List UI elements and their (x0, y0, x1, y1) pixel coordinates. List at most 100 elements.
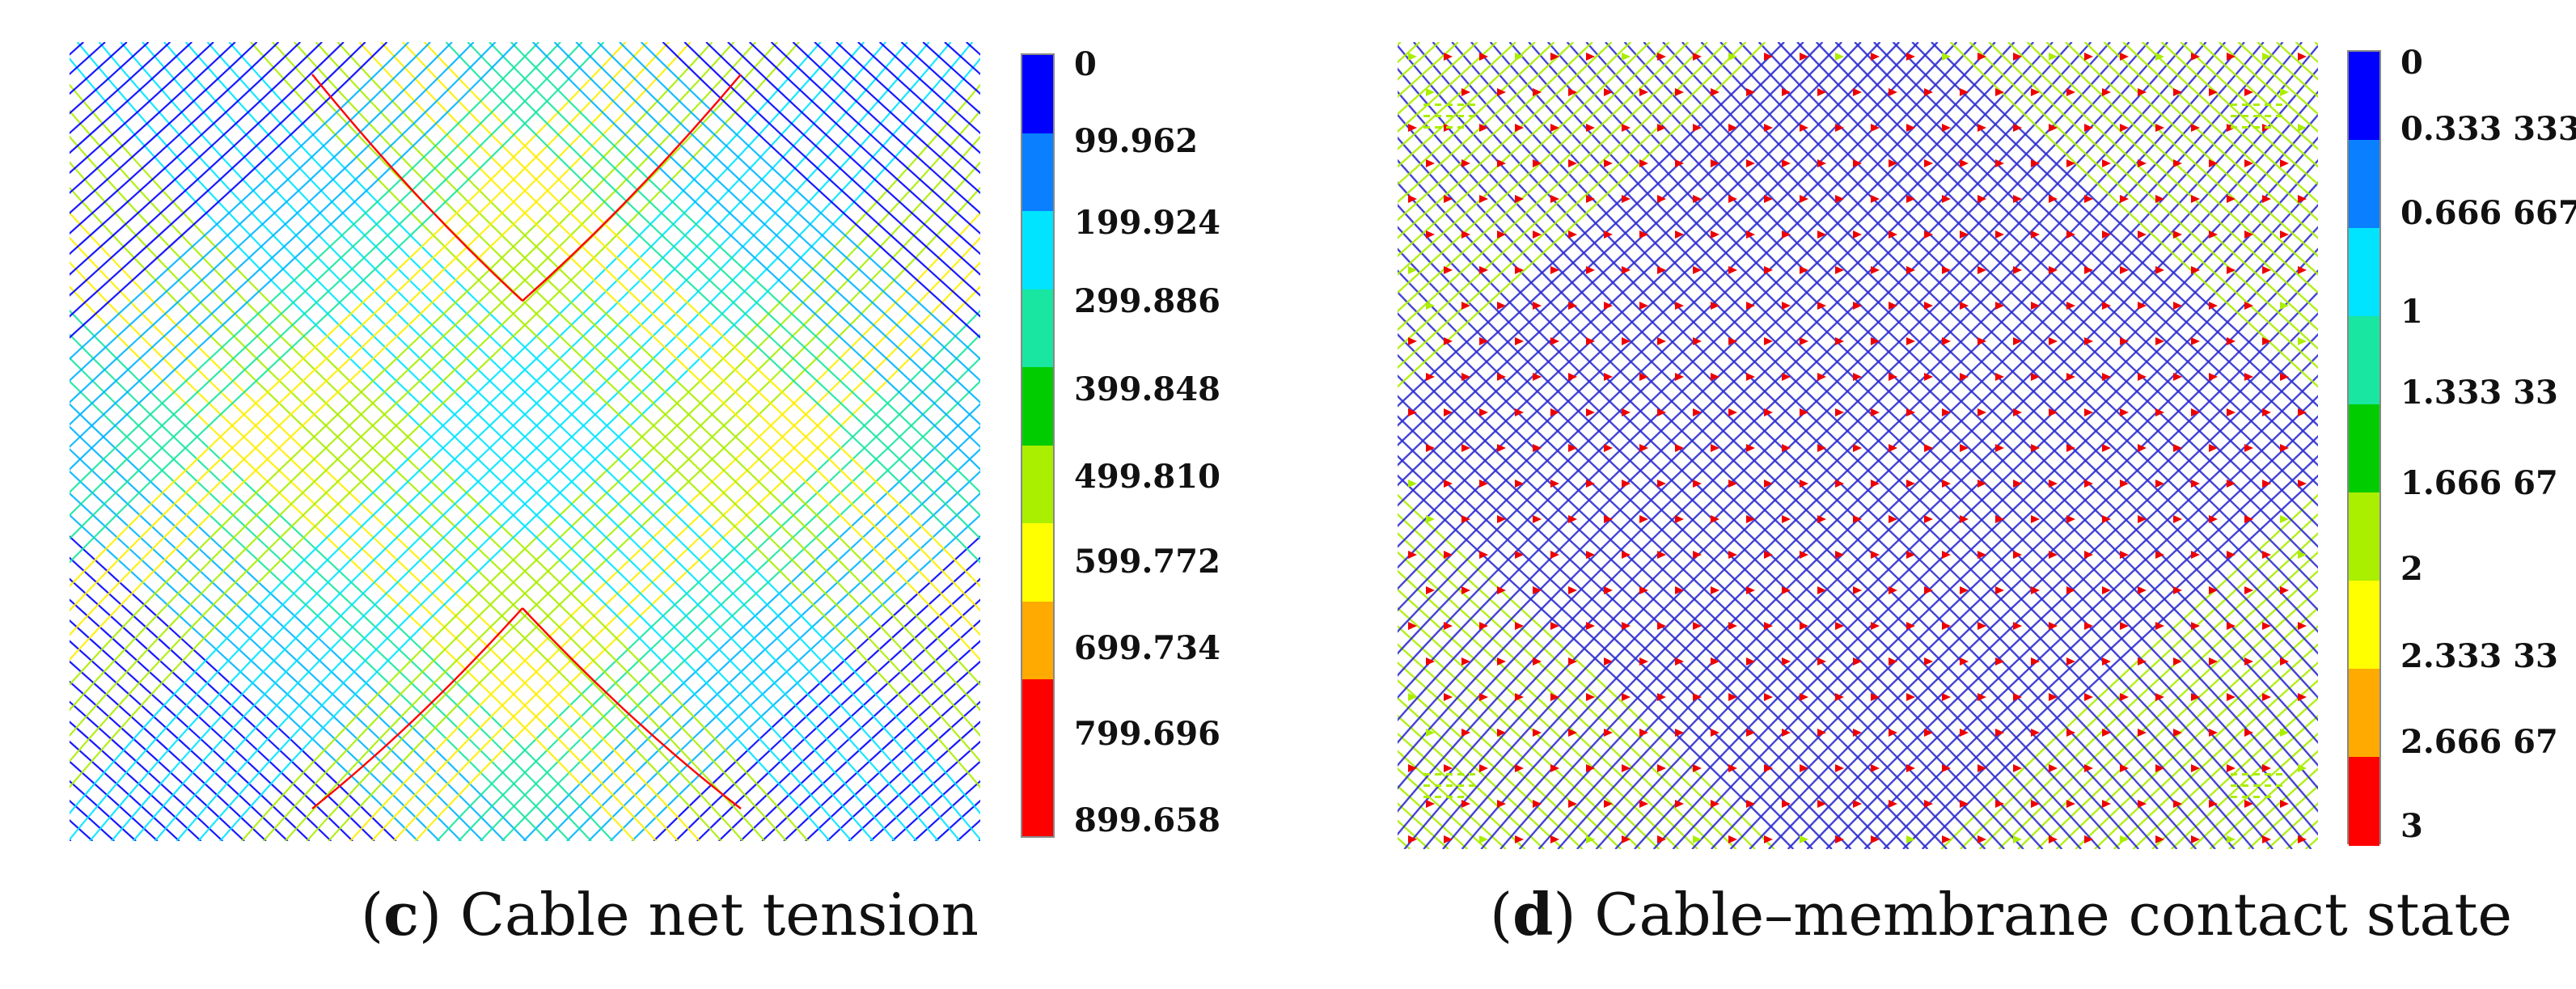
cable-line (1398, 42, 1901, 528)
legend-label: 899.658 (1074, 801, 1220, 839)
contact-marker (1533, 373, 1542, 381)
cable-line (70, 57, 831, 841)
contact-marker (1728, 693, 1737, 701)
panel-title: Cable–membrane contact state (1594, 881, 2513, 949)
contact-marker (2049, 53, 2058, 61)
cable-line (70, 598, 332, 841)
cable-line (70, 42, 475, 426)
contact-marker (1657, 408, 1666, 416)
contact-marker (1782, 729, 1791, 737)
contact-marker (1960, 729, 1969, 737)
contact-marker (1657, 480, 1666, 488)
contact-marker (1586, 266, 1595, 274)
contact-marker (1764, 835, 1773, 843)
cable-line (142, 42, 918, 841)
contact-marker (1426, 88, 1435, 96)
contact-marker (1800, 337, 1808, 345)
contact-marker (1835, 408, 1844, 416)
colorbar-segment (1022, 133, 1053, 211)
contact-marker (1906, 195, 1915, 203)
contact-marker (2013, 622, 2022, 630)
contact-marker (1426, 159, 1435, 167)
contact-marker (1853, 302, 1862, 310)
contact-marker (1444, 551, 1453, 559)
contact-marker (2280, 159, 2289, 167)
contact-marker (1479, 693, 1488, 701)
cable-line (1398, 588, 1679, 849)
contact-marker (2173, 302, 2182, 310)
contact-marker (2049, 337, 2058, 345)
contact-marker (2155, 195, 2164, 203)
contact-marker (1657, 693, 1666, 701)
contact-marker (1693, 408, 1702, 416)
cable-line (70, 109, 788, 841)
colorbar-segment (1022, 523, 1053, 602)
cable-line (1398, 678, 1584, 849)
contact-marker (2276, 104, 2282, 106)
cable-line (70, 42, 518, 471)
cable-line (2160, 42, 2318, 186)
cable-line (1719, 42, 2318, 633)
contact-marker (1906, 53, 1915, 61)
contact-marker (1817, 373, 1826, 381)
contact-marker (1533, 444, 1542, 452)
contact-marker (2155, 53, 2164, 61)
cable-line (1398, 42, 1919, 548)
contact-marker (1444, 195, 1453, 203)
cable-line (70, 42, 561, 517)
contact-marker (2084, 693, 2093, 701)
cable-line (1398, 42, 1958, 590)
cable-line (2103, 42, 2318, 239)
contact-marker (1871, 124, 1880, 132)
contact-marker (2227, 551, 2235, 559)
contact-marker (1889, 159, 1897, 167)
contact-marker (1853, 373, 1862, 381)
contact-marker (1728, 53, 1737, 61)
cable-line (1978, 532, 2318, 849)
contact-marker (1817, 657, 1826, 666)
cable-line (1489, 42, 2274, 849)
contact-marker (2138, 302, 2147, 310)
tension-colorbar (1021, 53, 1055, 838)
contact-marker (1586, 551, 1595, 559)
contact-marker (2066, 515, 2075, 523)
contact-marker (1889, 657, 1897, 666)
contact-marker (1622, 764, 1631, 772)
contact-marker (1728, 551, 1737, 559)
cable-line (761, 640, 980, 841)
cable-line (597, 42, 980, 404)
contact-marker (2066, 302, 2075, 310)
contact-marker (1675, 586, 1684, 594)
cable-line (566, 447, 980, 841)
cable-line (1576, 90, 2318, 849)
contact-marker (2262, 551, 2271, 559)
contact-marker (1728, 195, 1737, 203)
cable-line (70, 357, 570, 841)
cable-line (619, 42, 980, 382)
contact-marker (1942, 764, 1951, 772)
contact-marker (1817, 729, 1826, 737)
contact-marker (2102, 800, 2111, 808)
cable-line (70, 42, 366, 318)
cable-line (1988, 42, 2318, 350)
cable-line (727, 42, 980, 276)
contact-marker (1871, 53, 1880, 61)
cable-line (510, 42, 980, 494)
cable-line (1398, 42, 1613, 239)
contact-marker (1675, 373, 1684, 381)
contact-marker (2298, 53, 2307, 61)
cable-line (1902, 454, 2318, 849)
contact-marker (1711, 159, 1719, 167)
contact-marker (1728, 764, 1737, 772)
cable-line (197, 42, 974, 841)
contact-marker (1889, 373, 1897, 381)
contact-marker (2031, 373, 2040, 381)
cable-line (1844, 395, 2318, 849)
contact-marker (2244, 159, 2253, 167)
contact-marker (1550, 480, 1559, 488)
cable-line (1681, 42, 2318, 677)
contact-marker (1435, 784, 1441, 787)
contact-marker (1497, 230, 1506, 239)
cable-line (1940, 493, 2318, 849)
contact-marker (1764, 764, 1773, 772)
